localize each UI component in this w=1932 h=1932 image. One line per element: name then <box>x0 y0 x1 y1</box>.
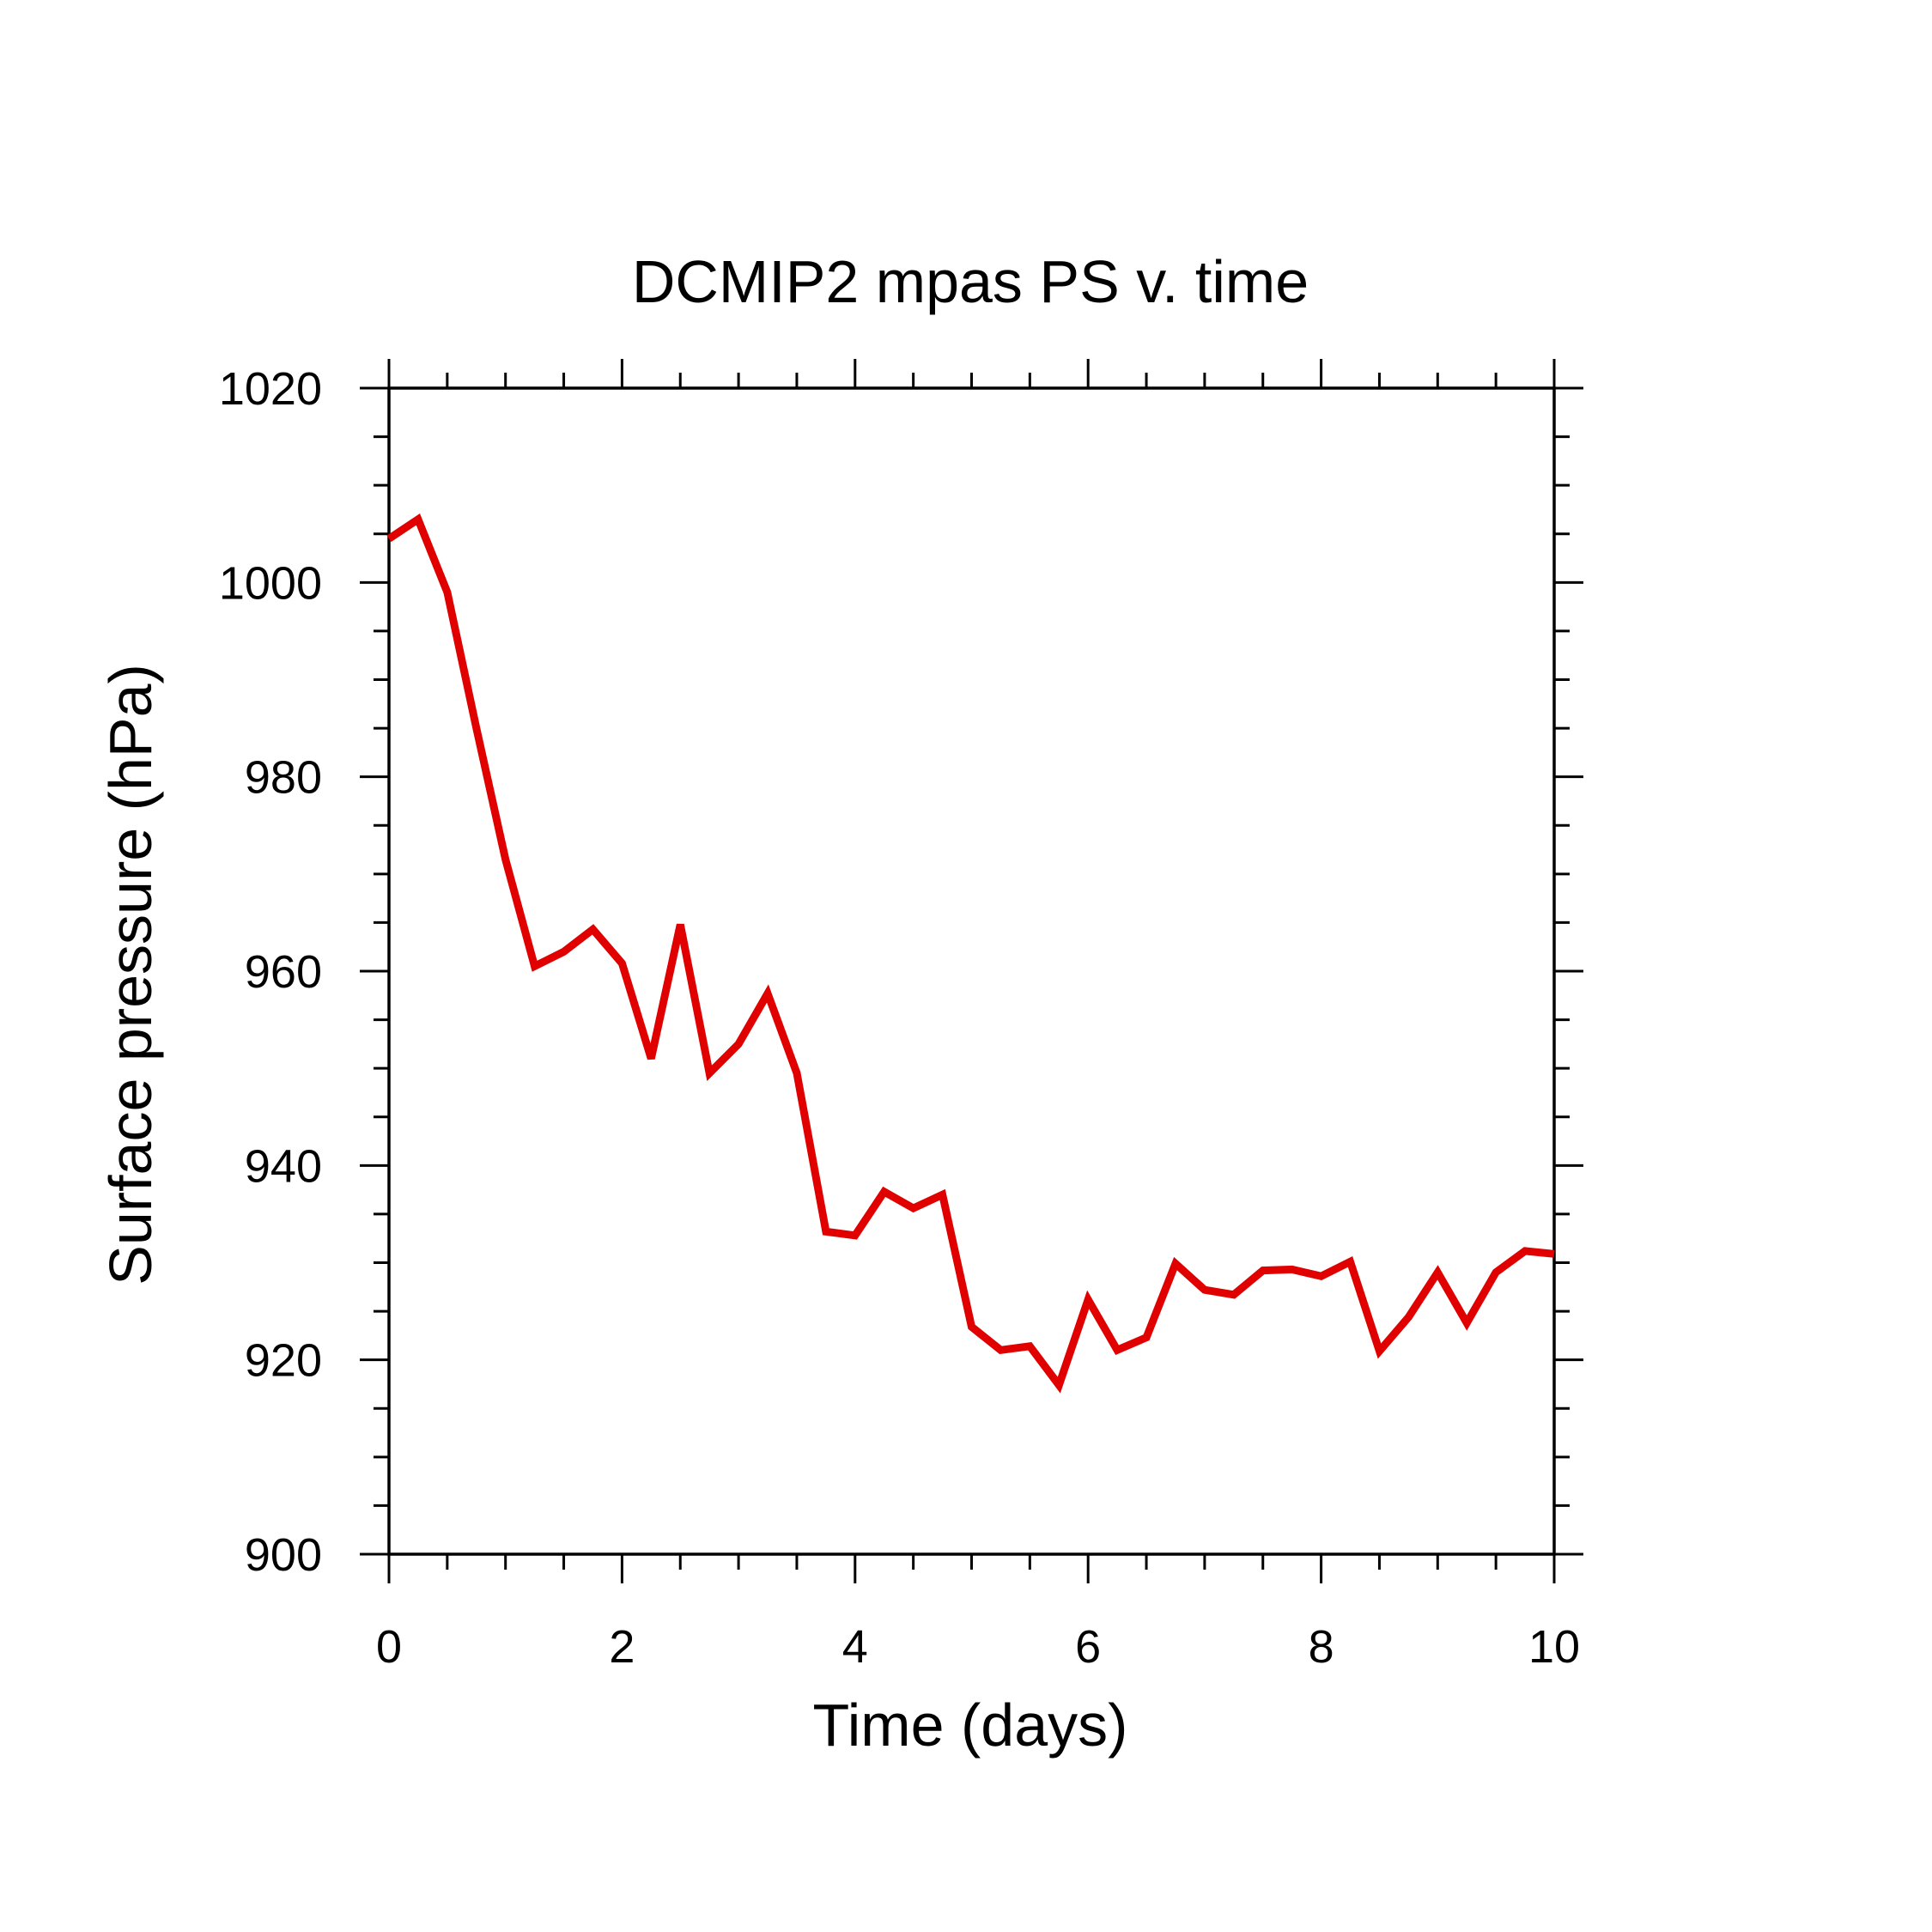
plot-frame <box>387 386 1556 1556</box>
x-tick-label: 0 <box>376 1621 402 1673</box>
y-tick-label: 980 <box>245 752 322 804</box>
series-line <box>386 513 1555 1394</box>
axes <box>387 386 1556 1556</box>
series-group <box>386 513 1555 1394</box>
x-tick-label: 2 <box>609 1621 635 1673</box>
y-tick-label: 920 <box>245 1335 322 1387</box>
y-tick-label: 900 <box>245 1529 322 1581</box>
x-tick-label: 4 <box>842 1621 868 1673</box>
x-tick-label: 10 <box>1528 1621 1580 1673</box>
x-tick-label: 8 <box>1309 1621 1334 1673</box>
axis-ticks <box>360 359 1583 1583</box>
y-tick-label: 1000 <box>219 557 322 609</box>
tick-labels: 0 2 4 6 8 10 900 920 940 960 980 1000 1020 <box>219 363 1580 1673</box>
y-tick-label: 1020 <box>219 363 322 415</box>
chart-title: DCMIP2 mpas PS v. time <box>632 248 1309 315</box>
y-tick-label: 940 <box>245 1140 322 1192</box>
y-tick-label: 960 <box>245 946 322 998</box>
x-tick-label: 6 <box>1075 1621 1101 1673</box>
y-axis-title: Surface pressure (hPa) <box>97 664 164 1285</box>
x-axis-title: Time (days) <box>813 1692 1128 1759</box>
